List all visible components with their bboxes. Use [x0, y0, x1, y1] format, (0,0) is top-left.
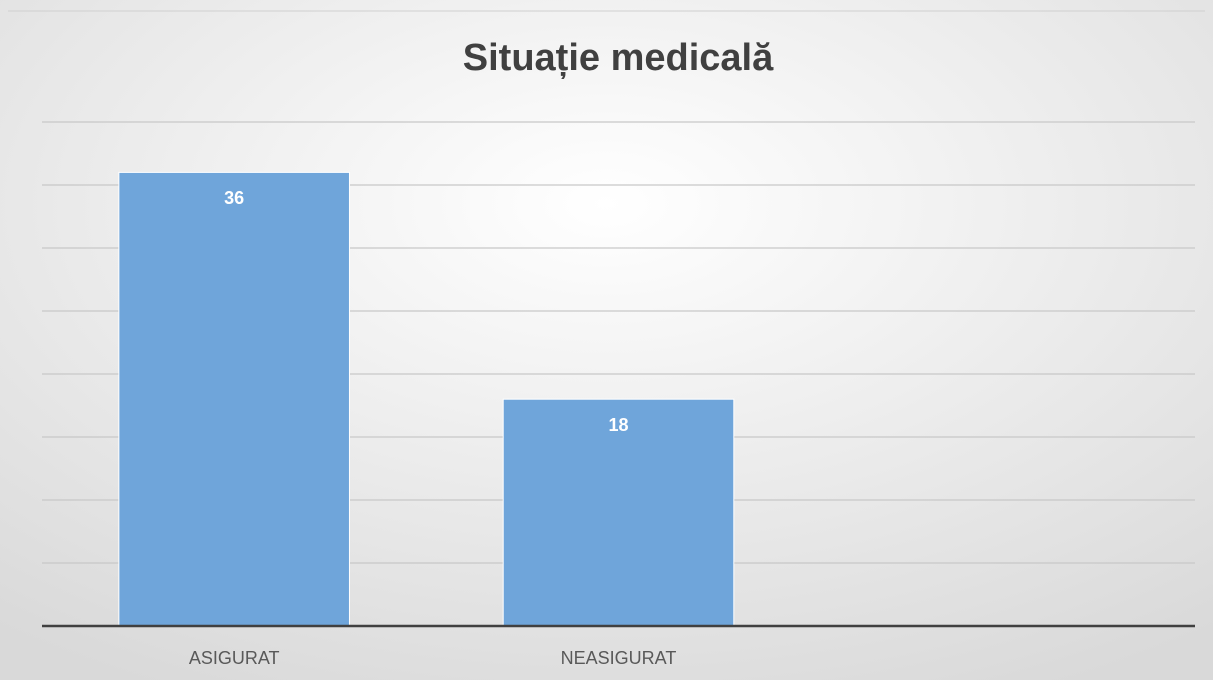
x-tick-label: ASIGURAT [189, 648, 280, 668]
bar [502, 398, 735, 627]
chart-title: Situație medicală [463, 37, 774, 79]
data-label: 36 [224, 188, 244, 208]
x-tick-label: NEASIGURAT [561, 648, 677, 668]
data-label: 18 [608, 415, 628, 435]
bar [118, 171, 350, 627]
